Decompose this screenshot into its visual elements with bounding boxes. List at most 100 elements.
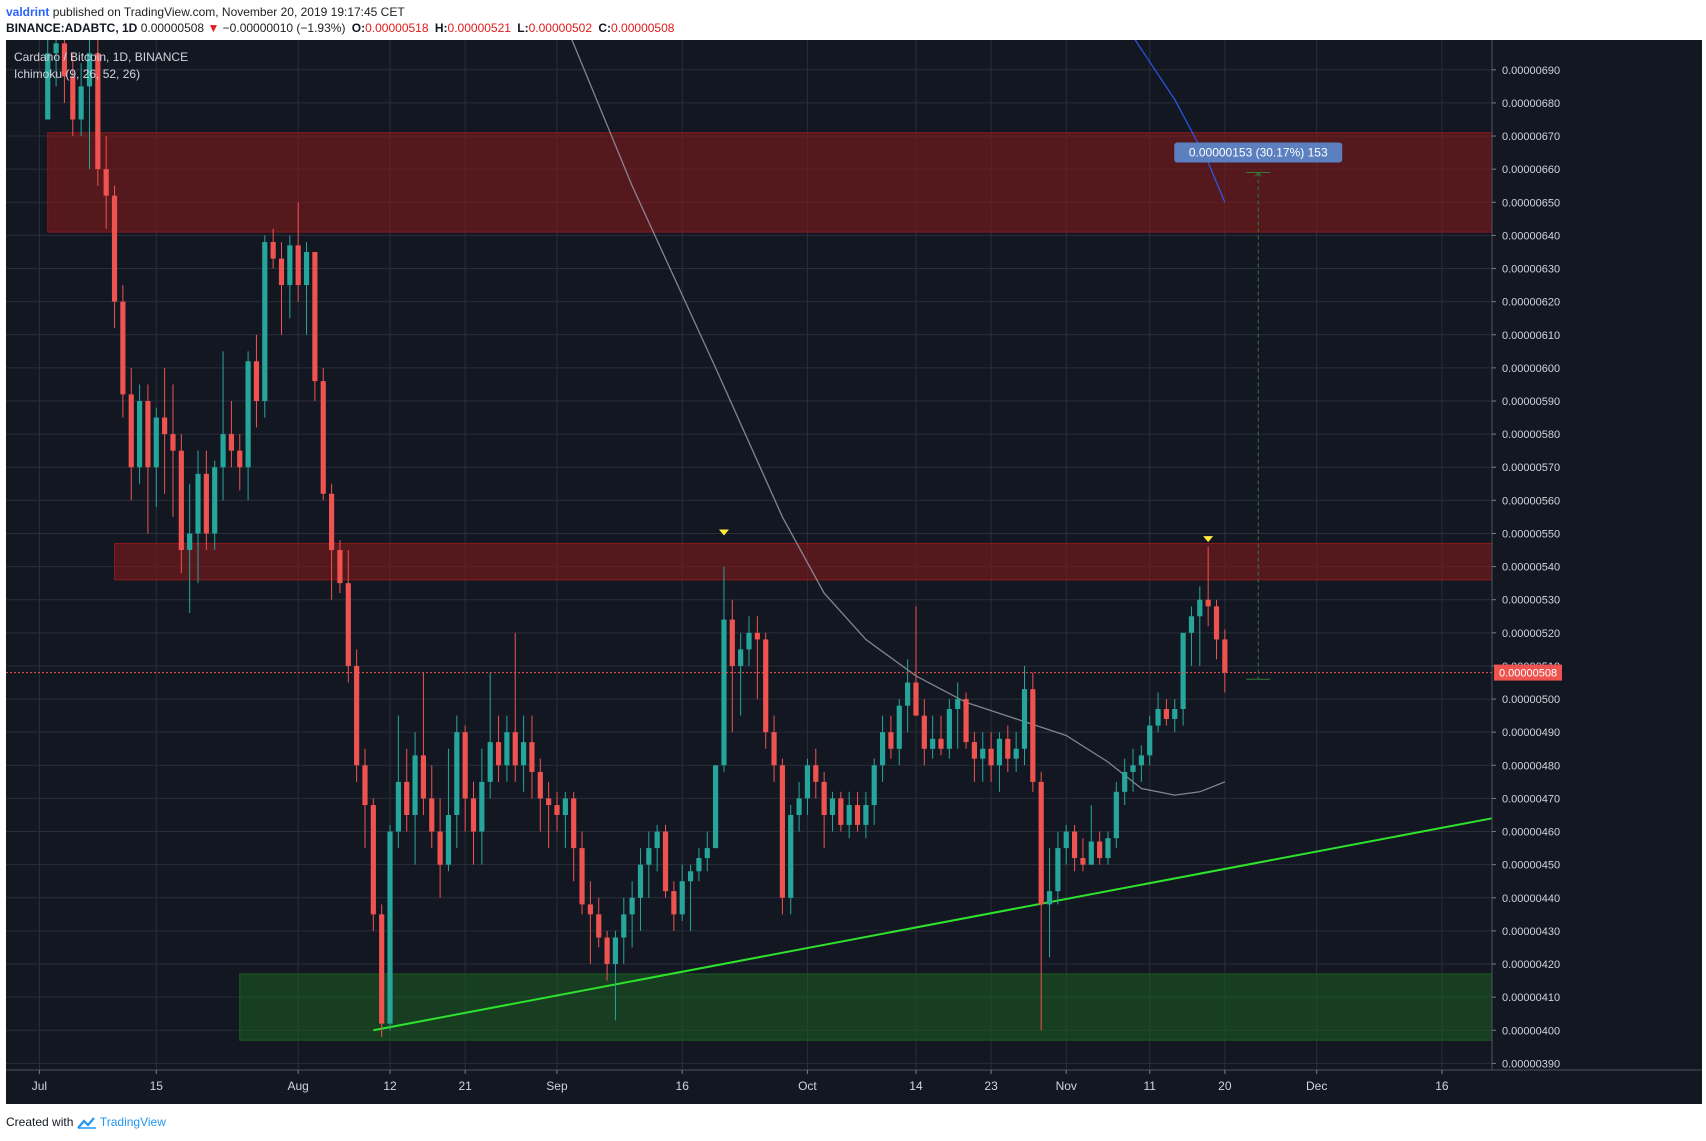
candle-body <box>554 805 560 815</box>
candle-body <box>404 781 410 815</box>
candle-body <box>738 649 744 666</box>
y-tick-label: 0.00000420 <box>1502 959 1560 971</box>
candlestick-chart[interactable]: 0.00000153 (30.17%) 153 0.00000390 0.00000… <box>6 40 1702 1104</box>
candle-body <box>713 765 719 849</box>
open-value: 0.00000518 <box>365 21 429 35</box>
resistance-zone-mid <box>114 542 1493 581</box>
candle-body <box>938 738 944 749</box>
author-link[interactable]: valdrint <box>6 5 50 19</box>
y-tick-label: 0.00000650 <box>1502 197 1560 209</box>
y-tick-label: 0.00000410 <box>1502 992 1560 1004</box>
candle-body <box>1113 791 1119 839</box>
candle-body <box>45 53 51 120</box>
x-tick-label: Sep <box>546 1079 568 1093</box>
candle-body <box>1088 841 1094 865</box>
y-tick-label: 0.00000620 <box>1502 297 1560 309</box>
high-label: H: <box>434 21 448 35</box>
signal-marker <box>718 529 729 536</box>
candle-body <box>946 709 952 749</box>
x-tick-label: Nov <box>1056 1079 1077 1093</box>
candle-body <box>704 848 710 859</box>
candle-body <box>70 76 76 120</box>
candle-body <box>1021 689 1028 749</box>
candle-body <box>879 732 886 766</box>
candle-body <box>412 755 418 815</box>
candle-body <box>203 473 209 534</box>
candle-body <box>529 742 535 772</box>
candle-body <box>495 742 502 766</box>
candle-body <box>328 493 335 551</box>
candle-body <box>905 682 911 706</box>
price-range-label-box <box>1174 142 1343 163</box>
candle-body <box>270 242 276 259</box>
time-scale-bg <box>6 1070 1702 1104</box>
y-tick-label: 0.00000560 <box>1502 495 1560 507</box>
y-tick-label: 0.00000590 <box>1502 396 1560 408</box>
candle-body <box>1197 599 1203 617</box>
candle-body <box>445 814 452 865</box>
candle-body <box>788 814 794 898</box>
candle-body <box>1038 781 1044 905</box>
x-tick-label: Jul <box>32 1079 47 1093</box>
candle-body <box>1138 755 1144 766</box>
price-range-label: 0.00000153 (30.17%) 153 <box>1189 145 1328 159</box>
candle-body <box>1222 639 1228 673</box>
x-tick-label: Oct <box>798 1079 817 1093</box>
price-scale-bg <box>1492 40 1702 1104</box>
y-tick-label: 0.00000400 <box>1502 1025 1560 1037</box>
candle-body <box>521 742 527 766</box>
y-tick-label: 0.00000680 <box>1502 98 1560 110</box>
tradingview-logo-icon <box>76 1117 96 1129</box>
candle-body <box>913 682 919 716</box>
candle-body <box>562 798 568 815</box>
candle-body <box>429 798 435 832</box>
candle-body <box>295 245 301 286</box>
candle-body <box>587 904 593 915</box>
x-tick-label: Dec <box>1306 1079 1327 1093</box>
indicator-label[interactable]: Ichimoku (9, 26, 52, 26) <box>14 67 141 81</box>
ichimoku-line <box>1134 40 1226 203</box>
candle-body <box>312 251 318 382</box>
y-tick-label: 0.00000610 <box>1502 330 1560 342</box>
tradingview-brand[interactable]: TradingView <box>99 1115 166 1129</box>
candle-body <box>337 550 343 584</box>
candle-body <box>729 619 735 666</box>
candle-body <box>779 765 785 898</box>
symbol-label: BINANCE:ADABTC, 1D <box>6 21 138 35</box>
candle-body <box>1130 765 1136 772</box>
candle-body <box>504 732 510 766</box>
candle-body <box>78 86 84 120</box>
candle-body <box>846 805 852 825</box>
candle-body <box>170 434 176 451</box>
y-tick-label: 0.00000390 <box>1502 1058 1560 1070</box>
close-value: 0.00000508 <box>611 21 675 35</box>
candle-body <box>162 417 168 435</box>
candle-body <box>245 361 251 468</box>
candle-body <box>1122 771 1128 792</box>
candle-body <box>896 705 902 749</box>
y-tick-label: 0.00000490 <box>1502 727 1560 739</box>
candle-body <box>1055 848 1061 892</box>
candle-body <box>955 699 961 710</box>
candle-body <box>679 881 685 915</box>
chart-legend: Cardano / Bitcoin, 1D, BINANCE Ichimoku … <box>14 49 188 83</box>
candle-body <box>746 632 752 650</box>
candle-body <box>1030 689 1036 782</box>
chart-header: valdrint published on TradingView.com, N… <box>6 4 1696 36</box>
candle-body <box>454 732 460 815</box>
candle-body <box>262 242 268 401</box>
y-tick-label: 0.00000580 <box>1502 429 1560 441</box>
candle-body <box>354 665 360 766</box>
candle-body <box>95 53 101 170</box>
candle-body <box>120 301 126 395</box>
candle-body <box>437 831 443 865</box>
candle-body <box>646 848 652 865</box>
candle-body <box>671 891 677 915</box>
candle-body <box>487 742 493 782</box>
candle-body <box>871 765 877 806</box>
candle-body <box>1188 616 1195 633</box>
candle-body <box>921 715 927 749</box>
support-zone <box>239 973 1493 1041</box>
candle-body <box>571 798 577 849</box>
chart-pane[interactable]: 0.00000153 (30.17%) 153 0.00000390 0.00000… <box>6 40 1702 1104</box>
